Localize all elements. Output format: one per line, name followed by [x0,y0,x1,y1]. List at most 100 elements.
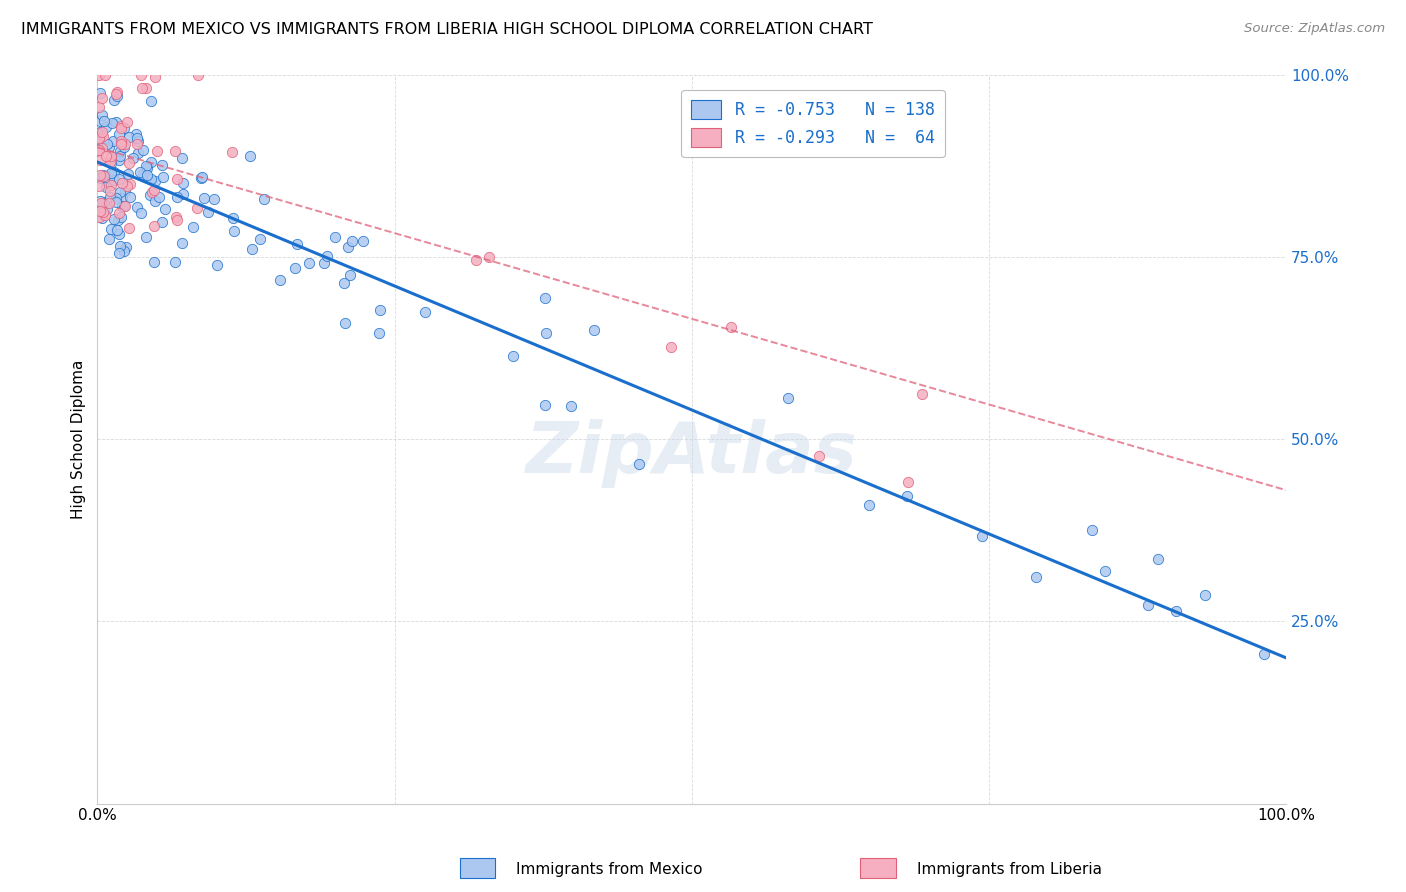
Point [896,489,918,503]
Point [202,192,225,206]
Point [150,215,173,229]
Point [120,189,142,203]
Point [911,387,934,401]
Point [135,169,157,183]
Point [478,250,501,264]
Point [808,449,831,463]
Point [93,169,115,183]
Point [298,256,321,270]
Point [502,349,524,363]
Point [240,243,263,257]
Point [94,179,117,194]
Point [89,113,111,128]
Point [249,232,271,246]
Point [534,291,557,305]
Point [115,178,138,193]
Point [131,206,153,220]
Point [91,168,114,182]
Point [97,175,120,189]
Point [91,90,114,104]
Point [105,191,128,205]
Point [107,213,129,227]
Point [107,153,129,167]
Point [1137,598,1160,612]
Point [124,127,146,141]
Point [98,196,121,211]
Point [101,115,124,129]
Point [323,230,346,244]
Point [105,195,128,210]
Point [135,230,157,244]
Point [143,255,166,269]
Point [89,194,111,208]
Point [96,149,118,163]
Point [108,227,131,241]
Point [89,170,111,185]
Point [172,176,194,190]
Point [100,150,122,164]
Point [143,194,166,208]
Point [127,137,149,152]
Point [141,185,163,199]
Point [312,256,335,270]
Point [87,100,110,114]
Point [333,316,356,330]
Point [105,114,128,128]
Point [117,167,139,181]
Point [91,211,114,225]
Point [105,87,128,101]
Point [269,273,291,287]
Point [90,199,112,213]
Point [91,128,114,143]
Point [197,205,219,219]
Point [118,177,141,191]
Point [131,144,153,158]
Point [108,238,131,252]
Point [100,222,122,236]
Point [90,141,112,155]
Point [89,125,111,139]
Point [89,68,111,82]
Text: IMMIGRANTS FROM MEXICO VS IMMIGRANTS FROM LIBERIA HIGH SCHOOL DIPLOMA CORRELATIO: IMMIGRANTS FROM MEXICO VS IMMIGRANTS FRO… [21,22,873,37]
Legend: R = -0.753   N = 138, R = -0.293   N =  64: R = -0.753 N = 138, R = -0.293 N = 64 [682,90,945,157]
Point [108,127,131,141]
Point [135,81,157,95]
Point [112,140,135,154]
Point [1147,551,1170,566]
Point [465,253,488,268]
Point [1081,523,1104,537]
Point [239,149,262,163]
Point [972,529,994,543]
Point [190,171,212,186]
Point [166,172,188,186]
Point [627,457,650,471]
Point [87,144,110,158]
Point [98,190,121,204]
Point [135,161,157,175]
Point [89,168,111,182]
Point [110,137,132,152]
Point [1025,570,1047,584]
Point [170,235,193,250]
Point [368,302,391,317]
Point [191,169,214,184]
Point [125,200,148,214]
Point [172,187,194,202]
Point [94,68,117,82]
Point [128,165,150,179]
Point [778,392,800,406]
Point [222,224,245,238]
Text: Immigrants from Liberia: Immigrants from Liberia [917,863,1102,877]
Point [131,80,153,95]
Point [139,95,162,109]
Point [186,202,208,216]
Point [96,202,118,216]
Point [141,154,163,169]
Point [110,121,132,136]
Y-axis label: High School Diploma: High School Diploma [72,359,86,519]
Point [111,176,134,190]
Point [1164,604,1187,618]
Point [339,268,361,282]
Point [114,199,136,213]
Point [333,276,356,290]
